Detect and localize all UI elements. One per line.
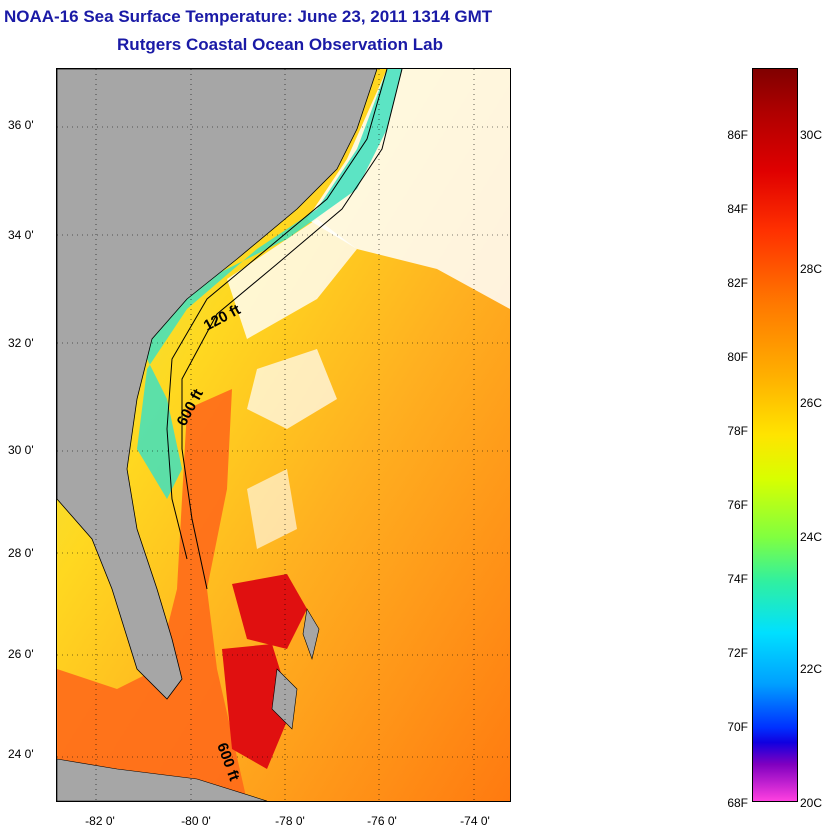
colorbar-c-label: 26C [800, 396, 823, 410]
bahamas-bank [222, 644, 292, 769]
colorbar-f-label: 76F [727, 498, 748, 512]
x-tick: -80 0' [181, 814, 211, 828]
y-tick: 24 0' [8, 747, 34, 761]
cloud-region [227, 219, 357, 339]
land-mass [57, 758, 268, 801]
colorbar-f-label: 70F [727, 720, 748, 734]
colorbar-c-label: 22C [800, 662, 823, 676]
colorbar-f-label: 86F [727, 128, 748, 142]
colorbar-c-label: 28C [800, 262, 823, 276]
map-title: NOAA-16 Sea Surface Temperature: June 23… [4, 7, 493, 26]
y-tick: 30 0' [8, 443, 34, 457]
bahamas-bank [232, 574, 307, 649]
island [271, 668, 298, 730]
colorbar-f-label: 74F [727, 572, 748, 586]
y-tick: 32 0' [8, 336, 34, 350]
y-tick: 26 0' [8, 647, 34, 661]
contour-600ft [181, 69, 403, 590]
x-tick: -78 0' [275, 814, 305, 828]
contour-120ft [166, 69, 388, 560]
cloud-region [247, 349, 337, 429]
cool-water-band [137, 69, 402, 499]
colorbar-c-label: 24C [800, 530, 823, 544]
colorbar-f-label: 68F [727, 796, 748, 810]
y-tick: 34 0' [8, 228, 34, 242]
temperature-colorbar [752, 68, 798, 802]
land-mass [57, 69, 378, 700]
colorbar-f-label: 72F [727, 646, 748, 660]
colorbar-f-label: 78F [727, 424, 748, 438]
x-tick: -74 0' [460, 814, 490, 828]
map-subtitle: Rutgers Coastal Ocean Observation Lab [117, 35, 443, 54]
colorbar-f-label: 80F [727, 350, 748, 364]
sst-map-canvas: 120 ft 600 ft 600 ft [57, 69, 510, 801]
x-tick: -82 0' [85, 814, 115, 828]
y-tick: 36 0' [8, 118, 34, 132]
y-tick: 28 0' [8, 546, 34, 560]
cloud-region [247, 469, 297, 549]
colorbar-c-label: 20C [800, 796, 823, 810]
sst-map: 120 ft 600 ft 600 ft [56, 68, 511, 802]
island [302, 608, 320, 661]
x-tick: -76 0' [367, 814, 397, 828]
colorbar-f-label: 84F [727, 202, 748, 216]
grid-lines [57, 69, 510, 801]
colorbar-f-label: 82F [727, 276, 748, 290]
gulf-stream [57, 389, 247, 801]
colorbar-c-label: 30C [800, 128, 823, 142]
cloud-region [307, 69, 510, 309]
